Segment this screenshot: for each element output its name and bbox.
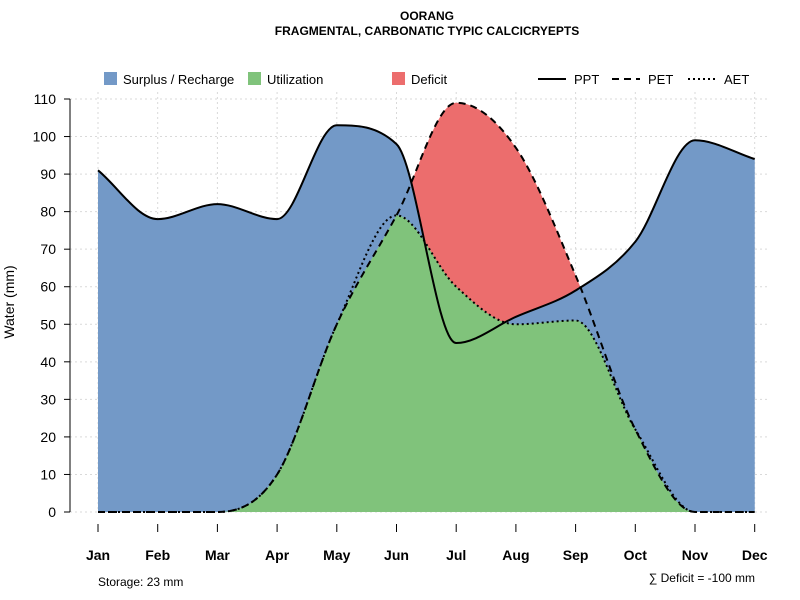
aet-line bbox=[97, 214, 755, 513]
storage-note: Storage: 23 mm bbox=[98, 575, 183, 589]
y-axis: 0 10 20 30 40 50 60 70 80 90 100 110 bbox=[33, 91, 71, 520]
x-tick-label-jun: Jun bbox=[384, 547, 409, 563]
x-tick-label-mar: Mar bbox=[205, 547, 230, 563]
legend-surplus-label: Surplus / Recharge bbox=[123, 72, 234, 87]
legend: Surplus / Recharge Utilization Deficit P… bbox=[104, 72, 749, 87]
y-tick-label: 100 bbox=[33, 129, 57, 145]
x-tick-label-dec: Dec bbox=[742, 547, 768, 563]
x-tick-label-feb: Feb bbox=[145, 547, 170, 563]
y-axis-label: Water (mm) bbox=[1, 265, 17, 338]
legend-deficit-label: Deficit bbox=[411, 72, 448, 87]
ppt-line bbox=[97, 124, 756, 345]
y-tick-label: 50 bbox=[40, 316, 56, 332]
chart-title: OORANG bbox=[400, 9, 454, 23]
y-tick-label: 10 bbox=[40, 466, 56, 482]
y-tick-label: 90 bbox=[40, 166, 56, 182]
legend-utilization-label: Utilization bbox=[267, 72, 323, 87]
legend-ppt-label: PPT bbox=[574, 72, 599, 87]
y-tick-label: 30 bbox=[40, 391, 56, 407]
y-tick-label: 110 bbox=[34, 91, 57, 107]
x-tick-label-jan: Jan bbox=[86, 547, 110, 563]
y-tick-label: 70 bbox=[40, 241, 56, 257]
legend-pet-label: PET bbox=[648, 72, 673, 87]
y-tick-label: 40 bbox=[40, 354, 56, 370]
y-tick-label: 80 bbox=[40, 204, 56, 220]
x-tick-label-may: May bbox=[323, 547, 350, 563]
y-tick-label: 20 bbox=[40, 429, 56, 445]
utilization-area bbox=[98, 215, 755, 512]
x-tick-label-jul: Jul bbox=[446, 547, 466, 563]
y-tick-label: 0 bbox=[48, 504, 56, 520]
legend-swatch-deficit bbox=[392, 72, 405, 85]
x-tick-label-apr: Apr bbox=[265, 547, 290, 563]
legend-swatch-utilization bbox=[248, 72, 261, 85]
x-tick-label-nov: Nov bbox=[682, 547, 709, 563]
chart-subtitle: FRAGMENTAL, CARBONATIC TYPIC CALCICRYEPT… bbox=[275, 24, 579, 38]
x-tick-label-aug: Aug bbox=[502, 547, 529, 563]
x-axis: Jan Feb Mar Apr May Jun Jul Aug Sep Oct Nov Dec bbox=[86, 524, 768, 563]
y-tick-label: 60 bbox=[40, 279, 56, 295]
x-tick-label-oct: Oct bbox=[624, 547, 648, 563]
deficit-note: ∑ Deficit = -100 mm bbox=[649, 571, 755, 585]
legend-swatch-surplus bbox=[104, 72, 117, 85]
legend-aet-label: AET bbox=[724, 72, 749, 87]
x-tick-label-sep: Sep bbox=[563, 547, 589, 563]
